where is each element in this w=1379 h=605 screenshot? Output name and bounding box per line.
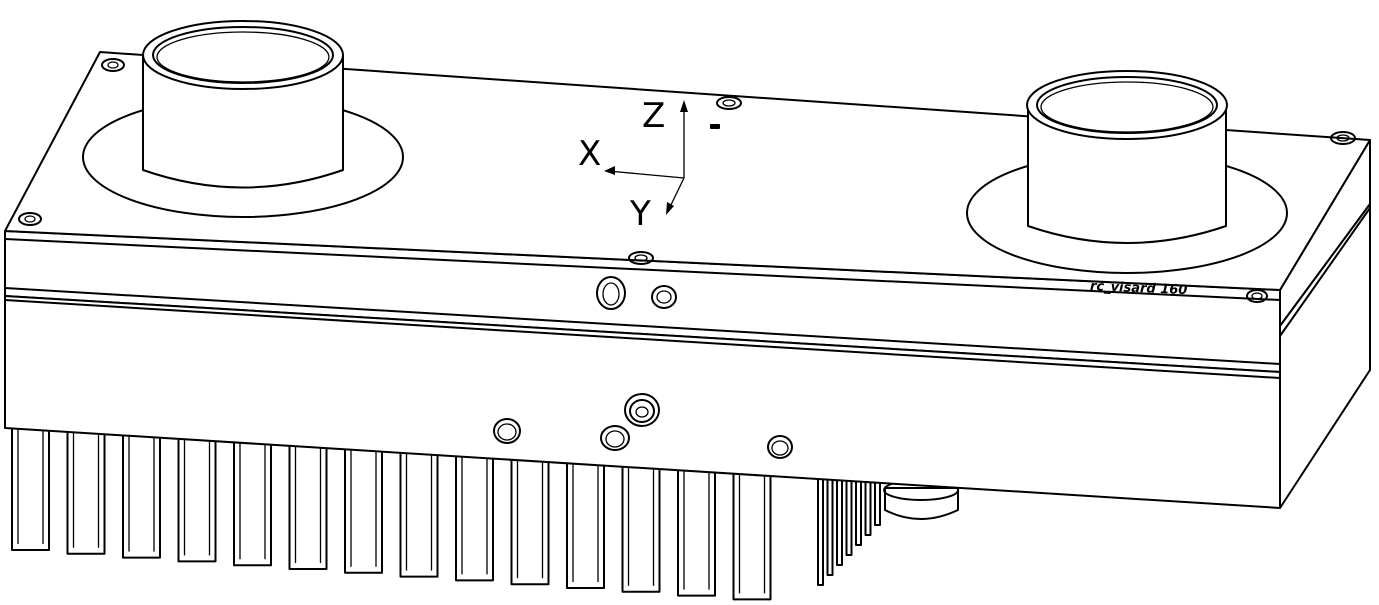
heat-sink-rear-fin	[836, 474, 843, 566]
heat-sink-fin	[233, 440, 272, 567]
heat-sink-fin	[11, 426, 50, 551]
heat-sink-rear-fin	[826, 473, 834, 576]
right-camera-barrel	[1026, 70, 1228, 244]
heat-sink-fin	[455, 454, 494, 582]
heat-sink-fin	[344, 447, 383, 574]
heat-sink-fin	[732, 471, 772, 601]
heat-sink-rear-fin	[845, 474, 853, 556]
heat-sink-rear-fin	[864, 475, 872, 536]
housing-front-lower-band	[4, 295, 1281, 509]
axis-label-z: Z	[642, 96, 666, 136]
heat-sink-rear-fin	[855, 475, 862, 546]
heat-sink-fin	[621, 464, 661, 593]
heat-sink-fin	[566, 461, 605, 589]
heat-sink-fin	[510, 457, 550, 586]
heat-sink-fin	[122, 433, 161, 559]
heat-sink-fins	[11, 426, 881, 601]
heat-sink-fin	[288, 443, 328, 570]
heat-sink-fin	[399, 450, 439, 578]
heat-sink-fin	[677, 468, 716, 597]
axis-label-x: X	[578, 134, 602, 174]
heat-sink-fin	[177, 436, 217, 563]
heat-sink-rear-fin	[817, 473, 824, 586]
coordinate-axes	[604, 100, 688, 215]
left-camera-barrel	[142, 20, 344, 189]
front-holes	[493, 276, 793, 459]
heat-sink-rear-fin	[874, 476, 881, 526]
top-screw-holes	[18, 58, 1356, 303]
axis-label-y: Y	[630, 194, 651, 234]
heat-sink-fin	[66, 429, 106, 555]
